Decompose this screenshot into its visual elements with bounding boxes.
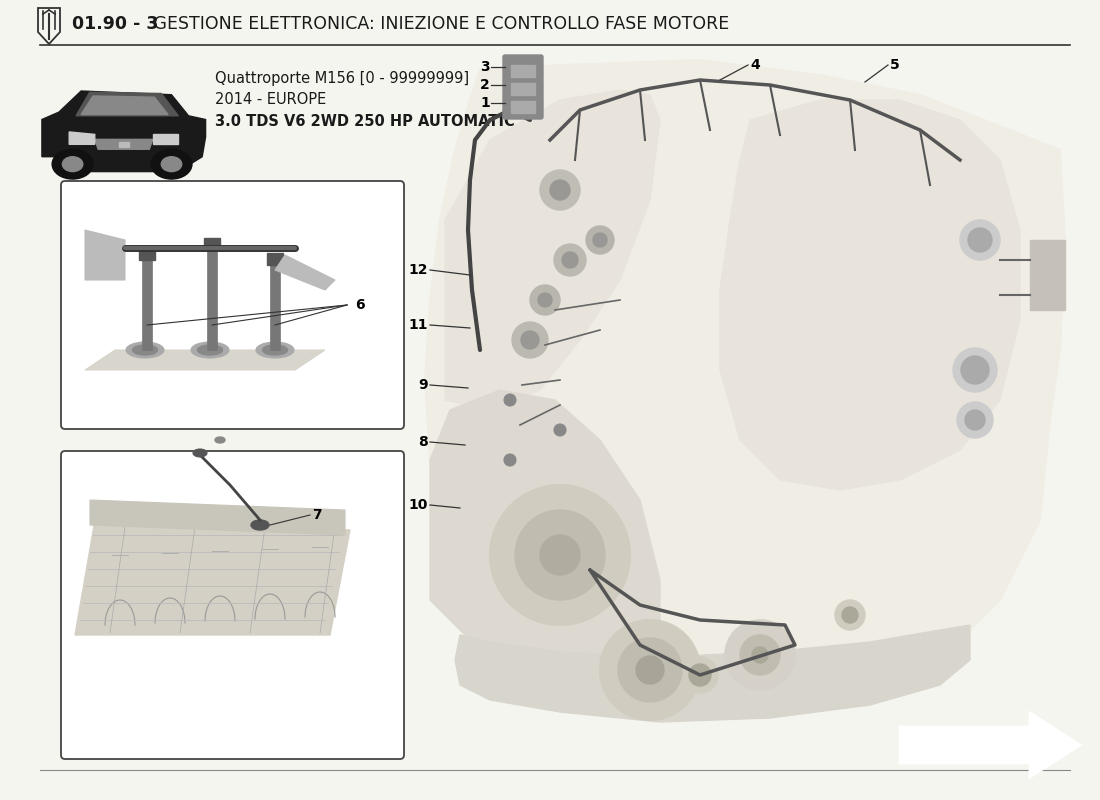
Circle shape (586, 226, 614, 254)
Text: 01.90 - 3: 01.90 - 3 (72, 15, 158, 33)
Ellipse shape (251, 520, 270, 530)
Circle shape (725, 620, 795, 690)
Circle shape (550, 180, 570, 200)
Polygon shape (455, 625, 970, 722)
Circle shape (842, 607, 858, 623)
Polygon shape (395, 100, 400, 380)
Polygon shape (42, 91, 206, 172)
Text: 3: 3 (481, 60, 490, 74)
Polygon shape (720, 100, 1020, 490)
Polygon shape (900, 713, 1080, 777)
Text: Quattroporte M156 [0 - 99999999]: Quattroporte M156 [0 - 99999999] (214, 70, 469, 86)
Circle shape (63, 157, 82, 172)
Circle shape (151, 150, 192, 179)
Text: 11: 11 (408, 318, 428, 332)
Ellipse shape (256, 342, 294, 358)
Circle shape (600, 620, 700, 720)
Circle shape (554, 244, 586, 276)
Circle shape (540, 535, 580, 575)
Text: 8: 8 (418, 435, 428, 449)
FancyBboxPatch shape (60, 181, 404, 429)
Bar (512, 101, 535, 113)
Bar (207, 250, 217, 350)
Bar (142, 260, 152, 350)
Circle shape (521, 331, 539, 349)
Polygon shape (90, 500, 345, 535)
Circle shape (490, 485, 630, 625)
Circle shape (504, 394, 516, 406)
Bar (139, 248, 155, 260)
Text: 2014 - EUROPE: 2014 - EUROPE (214, 93, 327, 107)
Polygon shape (81, 96, 168, 114)
Text: 2: 2 (481, 78, 490, 92)
Text: 12: 12 (408, 263, 428, 277)
Ellipse shape (126, 342, 164, 358)
Polygon shape (305, 678, 388, 722)
Polygon shape (75, 520, 350, 635)
Polygon shape (430, 390, 660, 690)
Text: 10: 10 (408, 498, 428, 512)
Circle shape (636, 656, 664, 684)
Text: 5: 5 (890, 58, 900, 72)
Circle shape (538, 293, 552, 307)
Circle shape (162, 157, 182, 172)
Circle shape (530, 285, 560, 315)
Polygon shape (395, 410, 400, 755)
Polygon shape (76, 92, 178, 116)
Bar (267, 253, 283, 265)
Circle shape (740, 635, 780, 675)
Ellipse shape (198, 345, 222, 355)
Bar (270, 265, 280, 350)
Circle shape (953, 348, 997, 392)
Polygon shape (446, 90, 660, 410)
Circle shape (504, 454, 516, 466)
Circle shape (752, 647, 768, 663)
Text: 9: 9 (418, 378, 428, 392)
Text: 6: 6 (355, 298, 364, 312)
Circle shape (957, 402, 993, 438)
Ellipse shape (191, 342, 229, 358)
Polygon shape (85, 350, 324, 370)
Polygon shape (153, 134, 178, 144)
Circle shape (618, 638, 682, 702)
Circle shape (968, 228, 992, 252)
Circle shape (540, 170, 580, 210)
Circle shape (562, 252, 578, 268)
Circle shape (835, 600, 865, 630)
Ellipse shape (132, 345, 157, 355)
Ellipse shape (263, 345, 287, 355)
Circle shape (512, 322, 548, 358)
Polygon shape (275, 255, 336, 290)
Text: 4: 4 (750, 58, 760, 72)
Circle shape (52, 150, 94, 179)
Polygon shape (1030, 240, 1065, 310)
Text: 3.0 TDS V6 2WD 250 HP AUTOMATIC: 3.0 TDS V6 2WD 250 HP AUTOMATIC (214, 114, 515, 130)
Circle shape (554, 424, 566, 436)
Circle shape (960, 220, 1000, 260)
Polygon shape (69, 132, 95, 144)
FancyBboxPatch shape (503, 55, 543, 119)
Circle shape (515, 510, 605, 600)
Polygon shape (119, 142, 129, 146)
Circle shape (593, 233, 607, 247)
Ellipse shape (192, 449, 207, 457)
Bar (512, 65, 535, 77)
Polygon shape (310, 355, 395, 395)
Polygon shape (425, 60, 1065, 705)
Ellipse shape (214, 437, 225, 443)
Circle shape (965, 410, 985, 430)
Bar (512, 83, 535, 95)
Circle shape (689, 664, 711, 686)
FancyBboxPatch shape (60, 451, 404, 759)
Polygon shape (85, 230, 125, 280)
Circle shape (682, 657, 718, 693)
Circle shape (961, 356, 989, 384)
Text: GESTIONE ELETTRONICA: INIEZIONE E CONTROLLO FASE MOTORE: GESTIONE ELETTRONICA: INIEZIONE E CONTRO… (148, 15, 729, 33)
Text: 1: 1 (481, 96, 490, 110)
Polygon shape (95, 139, 153, 150)
Bar (204, 238, 220, 250)
Text: 7: 7 (312, 508, 321, 522)
